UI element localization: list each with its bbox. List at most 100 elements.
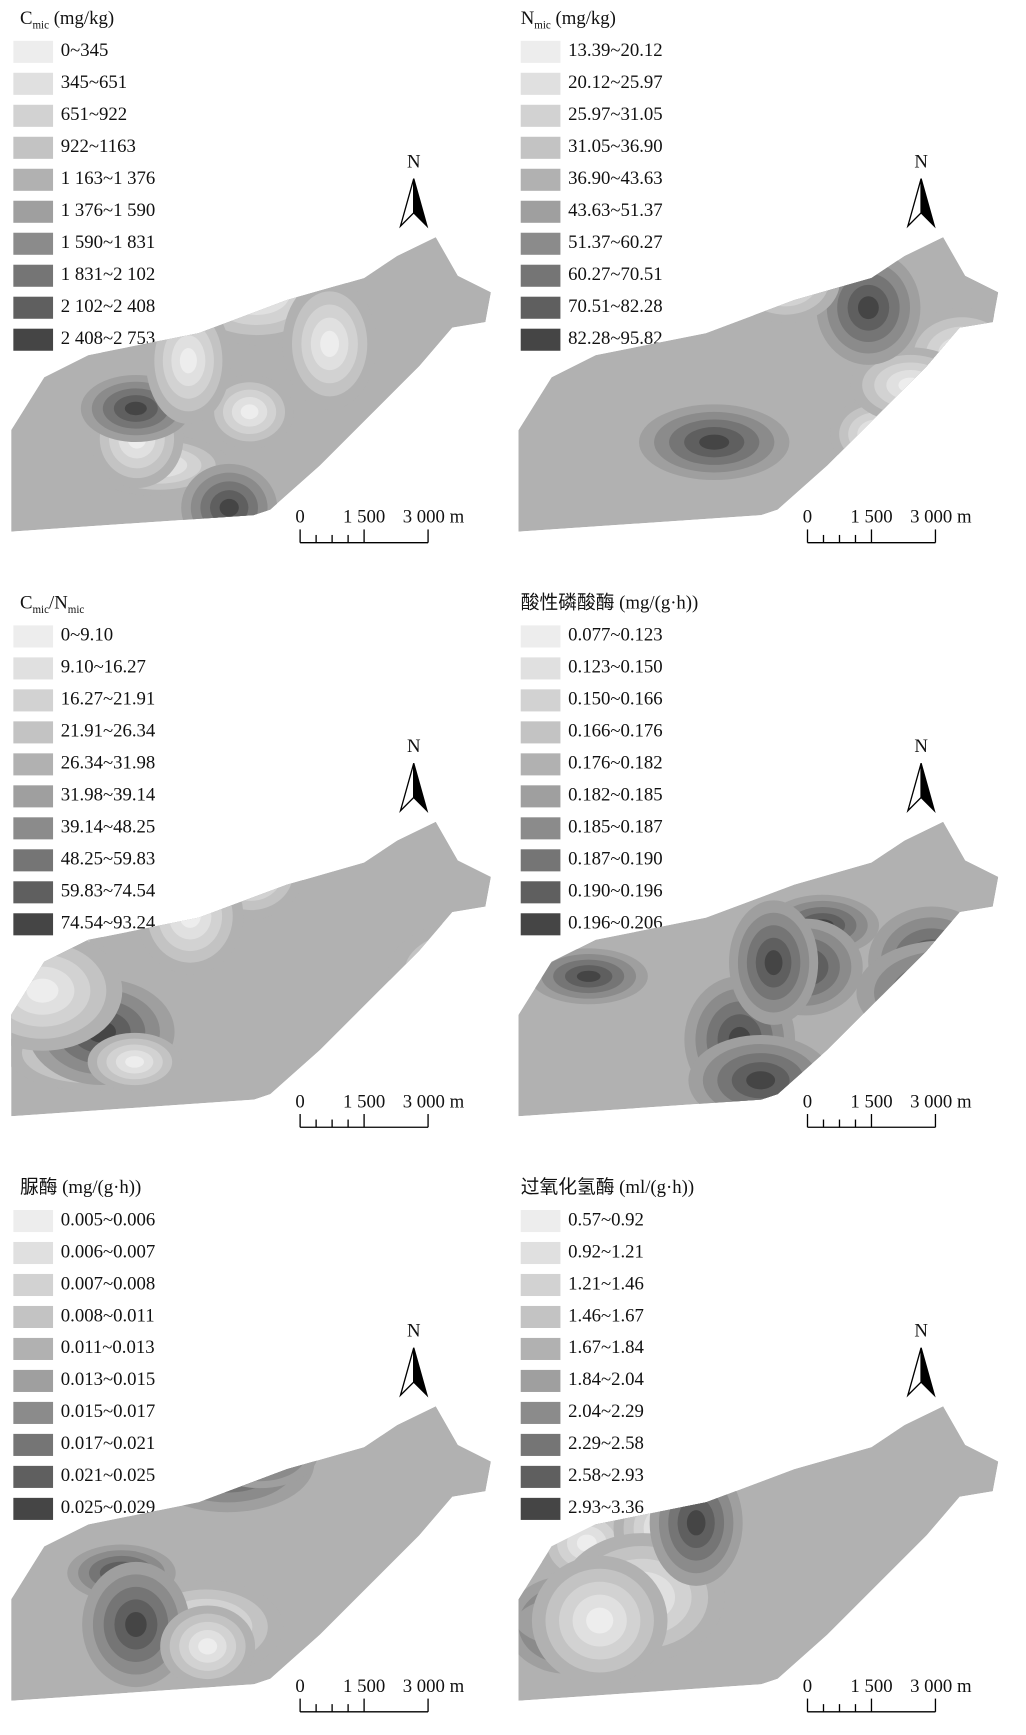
contour-zone	[934, 1627, 981, 1652]
scale-label: 0	[803, 1091, 812, 1112]
legend-label: 59.83~74.54	[61, 881, 156, 902]
north-arrow-left	[400, 1348, 413, 1395]
contour-zone	[393, 1556, 462, 1610]
contour-zone	[402, 1563, 453, 1604]
contour-zone	[241, 864, 262, 883]
legend-swatch	[521, 849, 561, 871]
north-label: N	[407, 1321, 421, 1342]
legend-swatch	[521, 201, 561, 223]
contour-zone	[179, 905, 200, 928]
legend-label: 26.34~31.98	[61, 753, 156, 774]
contour-zone	[461, 1594, 480, 1615]
contour-zone	[193, 1444, 263, 1483]
contour-zone	[125, 1612, 147, 1637]
legend-swatch	[13, 753, 53, 775]
legend-swatch	[521, 785, 561, 807]
legend-swatch	[521, 41, 561, 63]
contour-zone	[454, 961, 487, 981]
legend-swatch	[521, 1466, 561, 1488]
north-label: N	[407, 736, 421, 757]
contour-zone	[225, 1433, 294, 1475]
contour-zone	[577, 971, 601, 982]
north-arrow-right	[414, 1348, 427, 1395]
legend-label: 0.021~0.025	[61, 1465, 156, 1486]
contour-zone	[909, 972, 979, 1014]
legend-swatch	[521, 721, 561, 743]
contour-zone	[419, 1576, 436, 1590]
contour-zone	[180, 348, 197, 373]
scale-label: 0	[295, 1091, 304, 1112]
legend-swatch	[13, 625, 53, 647]
north-label: N	[914, 152, 928, 173]
legend-swatch	[13, 1466, 53, 1488]
title-text: C	[20, 8, 33, 29]
legend-label: 1 590~1 831	[61, 232, 156, 253]
legend-swatch	[13, 881, 53, 903]
legend-label: 0.123~0.150	[568, 657, 663, 678]
contour-zone	[899, 1609, 1017, 1671]
panel-title: Nmic (mg/kg)	[521, 8, 616, 31]
legend-swatch	[13, 913, 53, 935]
contour-zone	[938, 336, 986, 373]
legend-label: 2.04~2.29	[568, 1401, 644, 1422]
north-arrow-left	[400, 179, 413, 226]
contour-zone	[224, 275, 290, 315]
legend-label: 31.05~36.90	[568, 136, 663, 157]
legend-label: 1 376~1 590	[61, 200, 156, 221]
title-text: 酸性磷酸酶 (mg/(g·h))	[521, 592, 699, 614]
legend-swatch	[521, 657, 561, 679]
north-arrow-left	[908, 763, 921, 810]
contour-zone	[911, 1615, 1005, 1664]
contour-zone	[586, 1608, 613, 1634]
scale-label: 1 500	[343, 1091, 385, 1112]
contour-zone	[381, 1578, 463, 1662]
legend-swatch	[13, 689, 53, 711]
title-subscript: mic	[32, 603, 49, 615]
legend-label: 0.176~0.182	[568, 753, 663, 774]
contour-zone	[390, 1587, 456, 1654]
contour-zone	[950, 345, 974, 364]
contour-zone	[898, 378, 922, 393]
north-label: N	[914, 736, 928, 757]
contour-zone	[249, 1447, 272, 1461]
legend-swatch	[521, 1338, 561, 1360]
legend-label: 0.008~0.011	[61, 1305, 155, 1326]
legend-label: 1 831~2 102	[61, 264, 156, 285]
contour-zone	[927, 982, 962, 1003]
legend-label: 1.84~2.04	[568, 1369, 644, 1390]
legend-label: 0.006~0.007	[61, 1241, 156, 1262]
contour-zone	[158, 881, 222, 951]
legend-label: 0.017~0.021	[61, 1433, 156, 1454]
legend-label: 1.21~1.46	[568, 1273, 644, 1294]
north-arrow-left	[908, 179, 921, 226]
contour-zone	[763, 265, 807, 298]
legend-swatch	[13, 657, 53, 679]
contour-zone	[421, 941, 519, 1001]
legend-swatch	[521, 625, 561, 647]
legend-swatch	[521, 73, 561, 95]
legend-swatch	[13, 297, 53, 319]
map-panel: Cmic/Nmic0~9.109.10~16.2716.27~21.9121.9…	[0, 593, 552, 1128]
contour-zone	[23, 939, 50, 957]
title-text: 脲酶 (mg/(g·h))	[20, 1176, 141, 1198]
contour-zone	[398, 1595, 447, 1645]
legend-swatch	[13, 1242, 53, 1264]
legend-label: 0.57~0.92	[568, 1209, 644, 1230]
north-arrow-right	[414, 763, 427, 810]
scale-label: 3 000 m	[910, 1676, 972, 1697]
contour-zone	[442, 1573, 498, 1637]
legend-label: 13.39~20.12	[568, 40, 663, 61]
contour-zone	[687, 1510, 706, 1535]
contour-zone	[866, 427, 884, 441]
legend-swatch	[521, 1242, 561, 1264]
legend-label: 70.51~82.28	[568, 296, 663, 317]
legend-swatch	[521, 1434, 561, 1456]
contour-zone	[240, 285, 273, 305]
north-arrow-right	[921, 179, 934, 226]
legend-label: 25.97~31.05	[568, 104, 663, 125]
scale-label: 0	[803, 1676, 812, 1697]
contour-zone	[903, 456, 1026, 546]
north-label: N	[914, 1321, 928, 1342]
scale-label: 1 500	[343, 1676, 385, 1697]
legend-swatch	[13, 1210, 53, 1232]
